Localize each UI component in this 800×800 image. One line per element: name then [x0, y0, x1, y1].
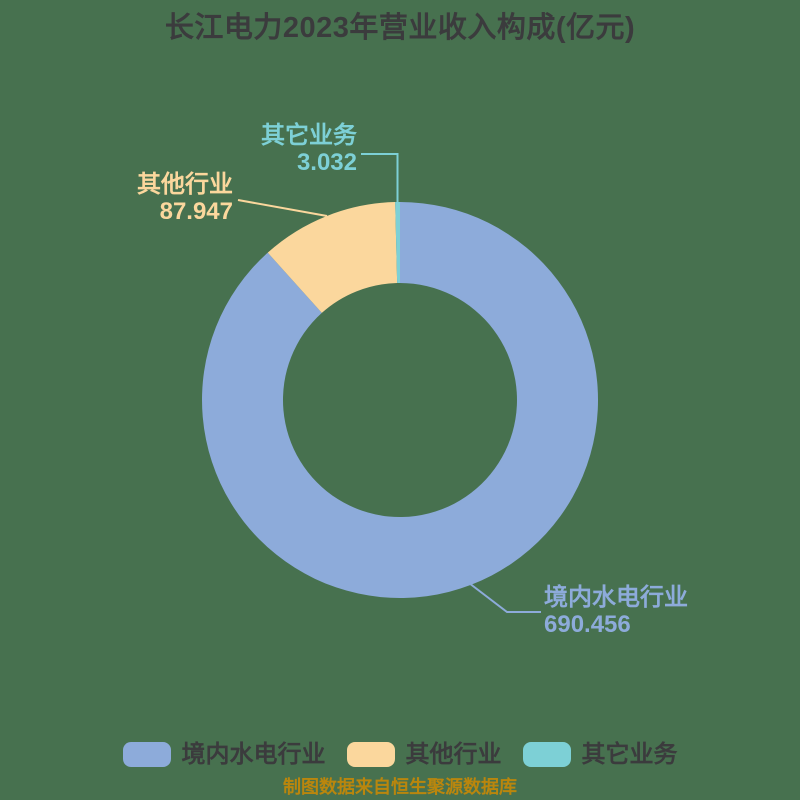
legend-label-other-industry: 其他行业: [405, 741, 502, 768]
callout-other-business: 其它业务 3.032: [261, 122, 357, 176]
legend-label-hydro: 境内水电行业: [181, 741, 326, 768]
callout-hydro-value: 690.456: [544, 611, 631, 638]
legend-item-other-industry[interactable]: 其他行业: [346, 741, 502, 768]
legend-swatch-hydro: [122, 742, 171, 767]
legend: 境内水电行业 其他行业 其它业务: [0, 741, 800, 768]
legend-swatch-other-industry: [346, 742, 395, 767]
callout-other-business-value: 3.032: [296, 149, 357, 176]
callout-hydro-name: 境内水电行业: [544, 584, 688, 611]
label-leader-lines: [237, 153, 541, 613]
leader-line-0: [468, 582, 541, 613]
legend-swatch-other-business: [522, 742, 571, 767]
callout-other-industry: 其他行业 87.947: [137, 171, 233, 225]
callout-hydro: 境内水电行业 690.456: [544, 584, 688, 638]
donut-slices: [202, 202, 599, 599]
callout-other-industry-name: 其他行业: [137, 171, 233, 198]
callout-other-industry-value: 87.947: [159, 198, 233, 225]
legend-item-hydro[interactable]: 境内水电行业: [122, 741, 326, 768]
legend-item-other-business[interactable]: 其它业务: [522, 741, 678, 768]
data-source-note: 制图数据来自恒生聚源数据库: [283, 777, 517, 797]
leader-line-2: [361, 153, 399, 206]
chart-title: 长江电力2023年营业收入构成(亿元): [164, 12, 636, 44]
pie-slice-0[interactable]: [202, 202, 599, 599]
leader-line-1: [237, 199, 328, 217]
legend-label-other-business: 其它业务: [581, 741, 678, 768]
pie-slice-2[interactable]: [395, 202, 400, 284]
callout-other-business-name: 其它业务: [261, 122, 357, 149]
pie-slice-1[interactable]: [267, 202, 398, 313]
